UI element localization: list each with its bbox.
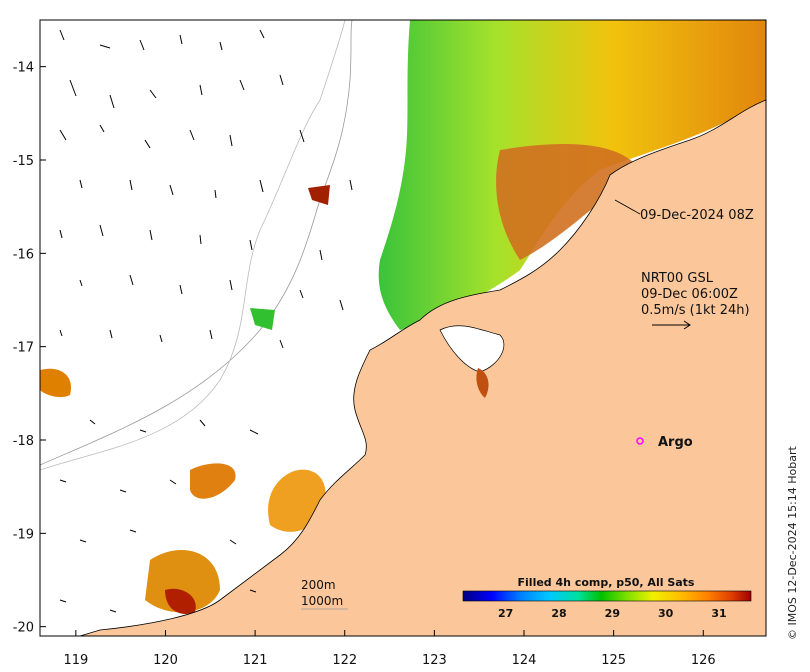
lat-tick-label: -16 <box>13 247 34 262</box>
vector-scale-label: 0.5m/s (1kt 24h) <box>641 303 750 318</box>
axis-ticks: 119 120 121 122 123 124 125 126 -14 -15 -16 -17 -18 -… <box>13 61 716 668</box>
lon-tick-label: 125 <box>601 653 626 668</box>
lat-tick-label: -20 <box>13 621 34 636</box>
lon-tick-label: 126 <box>691 653 716 668</box>
sst-patch-hot <box>165 588 196 614</box>
sst-patch-offshore <box>308 185 330 205</box>
colorbar-tick-label: 30 <box>658 607 674 620</box>
contour-1000m-label: 1000m <box>301 594 343 608</box>
lon-tick-label: 124 <box>512 653 537 668</box>
colorbar-gradient <box>462 590 752 602</box>
colorbar: Filled 4h comp, p50, All Sats 27 28 29 30 31 <box>462 576 752 620</box>
currents-source-label: NRT00 GSL <box>641 271 714 286</box>
sst-time-pointer <box>614 199 641 215</box>
lat-tick-label: -14 <box>13 61 34 76</box>
lon-tick-label: 119 <box>63 653 88 668</box>
argo-float-marker <box>636 437 644 445</box>
currents-time-label: 09-Dec 06:00Z <box>641 287 738 302</box>
sst-time-label: 09-Dec-2024 08Z <box>640 208 754 223</box>
land-australia <box>79 99 766 636</box>
king-sound <box>439 325 505 373</box>
sst-patch-sound <box>476 368 489 398</box>
sst-patch-west <box>40 368 71 398</box>
colorbar-tick-label: 28 <box>551 607 566 620</box>
contour-200m-label: 200m <box>301 578 336 592</box>
colorbar-tick-label: 27 <box>498 607 513 620</box>
current-vectors <box>59 29 353 613</box>
lon-tick-label: 123 <box>422 653 447 668</box>
contour-200m <box>40 20 346 471</box>
plot-area: Argo 09-Dec-2024 08Z NRT00 GSL 09-Dec 06… <box>40 20 766 636</box>
lat-tick-label: -17 <box>13 341 34 356</box>
lon-tick-label: 120 <box>153 653 178 668</box>
lat-tick-label: -19 <box>13 527 34 542</box>
imos-credit: © IMOS 12-Dec-2024 15:14 Hobart <box>786 446 799 640</box>
lon-tick-label: 121 <box>243 653 268 668</box>
colorbar-title: Filled 4h comp, p50, All Sats <box>518 576 695 589</box>
lon-tick-label: 122 <box>332 653 357 668</box>
contour-1000m <box>40 20 353 466</box>
map-frame <box>39 19 767 637</box>
sst-patch-southwest <box>145 550 220 613</box>
sst-patch-green <box>250 308 275 330</box>
sst-patch-mid <box>190 463 236 499</box>
colorbar-tick-label: 31 <box>711 607 726 620</box>
vector-scale-arrow <box>652 320 691 330</box>
lat-tick-label: -18 <box>13 434 34 449</box>
sst-warm-core <box>496 144 640 260</box>
colorbar-tick-label: 29 <box>605 607 620 620</box>
lat-tick-label: -15 <box>13 154 34 169</box>
argo-label: Argo <box>658 435 693 450</box>
